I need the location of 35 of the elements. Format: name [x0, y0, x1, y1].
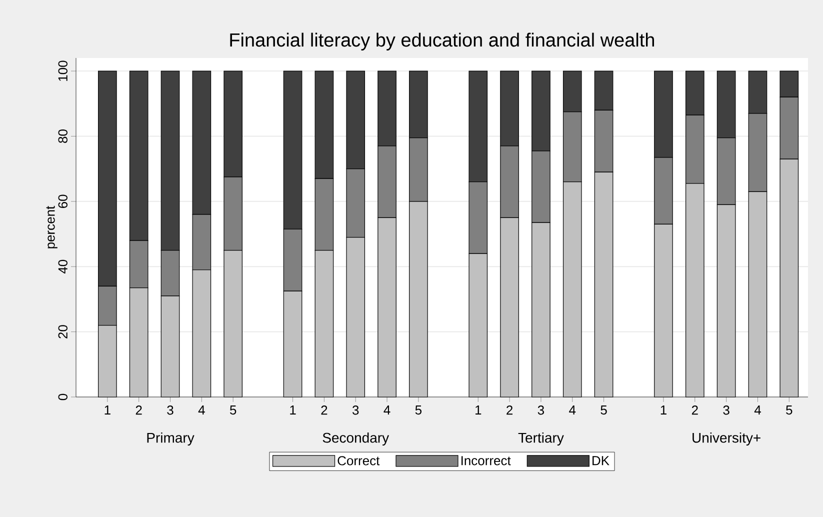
- chart-title: Financial literacy by education and financial wealth: [230, 32, 654, 50]
- text: Primary: [147, 432, 194, 446]
- legend-label: DK: [592, 456, 610, 466]
- text: Secondary: [322, 432, 390, 446]
- x-tick-label: 4: [569, 406, 576, 414]
- x-tick-label: 1: [476, 406, 482, 414]
- text: University+: [692, 432, 760, 446]
- x-tick-label: 2: [506, 406, 513, 415]
- y-axis-title: percent: [46, 206, 58, 248]
- x-tick-label: 2: [136, 406, 142, 415]
- x-tick-label: 5: [415, 406, 422, 415]
- x-tick-label: 4: [754, 406, 761, 414]
- y-tick-label: 20: [58, 325, 68, 338]
- y-tick-label: 80: [58, 130, 68, 143]
- legend-label: Correct: [338, 456, 380, 466]
- x-tick-label: 5: [786, 406, 792, 415]
- x-tick-label: 5: [230, 406, 236, 415]
- text: Tertiary: [518, 432, 564, 446]
- y-tick-label: 100: [58, 60, 68, 81]
- x-tick-label: 4: [198, 406, 205, 414]
- x-tick-label: 3: [167, 406, 174, 415]
- x-tick-label: 1: [660, 406, 666, 414]
- x-tick-label: 4: [384, 406, 390, 414]
- x-tick-label: 2: [692, 406, 698, 415]
- x-tick-label: 3: [723, 406, 730, 415]
- x-tick-label: 1: [290, 406, 296, 414]
- x-tick-label: 5: [600, 406, 607, 415]
- y-tick-label: 40: [58, 260, 68, 274]
- legend-label: Incorrect: [462, 456, 511, 466]
- y-tick-label: 0: [58, 394, 68, 400]
- x-tick-label: 1: [104, 406, 110, 414]
- y-tick-label: 60: [58, 194, 68, 208]
- x-tick-label: 2: [321, 406, 328, 415]
- x-tick-label: 3: [538, 406, 544, 415]
- x-tick-label: 3: [352, 406, 359, 415]
